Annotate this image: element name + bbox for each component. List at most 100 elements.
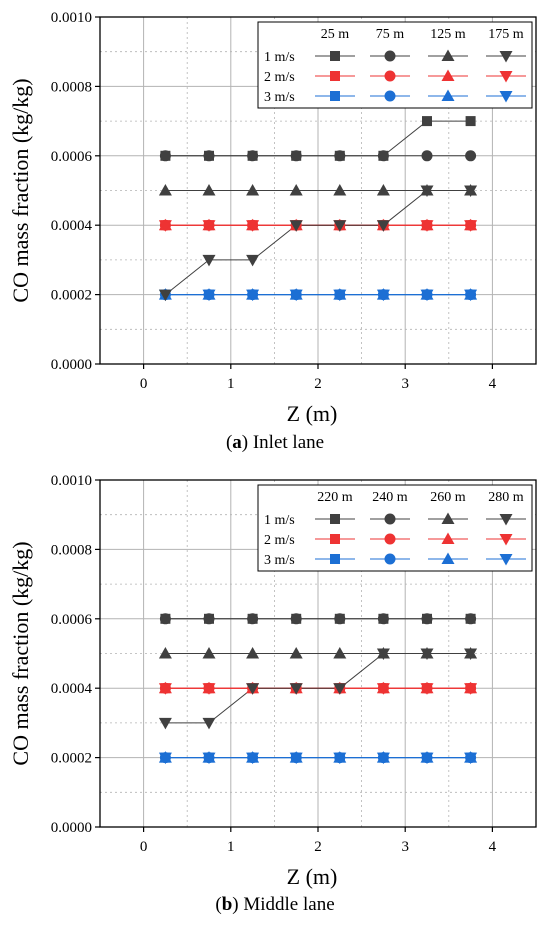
data-point — [334, 613, 346, 625]
data-point — [202, 184, 216, 196]
data-point — [376, 184, 390, 196]
legend-row-label: 1 m/s — [264, 513, 295, 528]
data-point — [202, 717, 216, 730]
x-tick-label: 3 — [401, 376, 409, 392]
data-point — [377, 150, 389, 162]
caption-a-letter: a — [232, 432, 242, 453]
data-point — [464, 289, 478, 302]
y-tick-label: 0.0002 — [51, 288, 92, 304]
caption-b-letter: b — [221, 894, 233, 915]
data-point — [333, 647, 347, 659]
legend-marker — [499, 534, 513, 546]
data-point — [158, 752, 172, 765]
legend: 25 m 75 m 125 m 175 m 1 m/s 2 m/s 3 m/s — [257, 21, 533, 109]
data-point — [289, 220, 303, 232]
data-point — [420, 220, 434, 232]
data-point — [246, 683, 260, 695]
legend-column-label: 280 m — [488, 490, 524, 505]
legend-marker — [384, 50, 396, 62]
data-point — [376, 752, 390, 765]
x-axis-label: Z (m) — [287, 401, 338, 426]
data-point — [464, 185, 478, 197]
legend-column-label: 25 m — [321, 27, 350, 42]
x-tick-label: 2 — [314, 376, 322, 392]
data-point — [247, 613, 259, 625]
x-tick-label: 4 — [489, 376, 497, 392]
data-point — [464, 648, 478, 660]
data-point — [202, 647, 216, 659]
legend-marker — [330, 514, 340, 524]
data-point — [376, 289, 390, 302]
data-point — [289, 184, 303, 196]
legend-box — [257, 21, 533, 109]
data-point — [333, 220, 347, 232]
caption-b: (b) Middle lane — [215, 894, 335, 915]
data-point — [464, 752, 478, 765]
legend-marker — [499, 514, 513, 526]
y-tick-label: 0.0002 — [51, 751, 92, 767]
legend-marker — [499, 554, 513, 566]
y-tick-label: 0.0006 — [51, 612, 93, 628]
y-tick-label: 0.0010 — [51, 473, 92, 489]
data-point — [289, 683, 303, 695]
series-group — [158, 613, 478, 765]
x-tick-label: 2 — [314, 839, 322, 855]
data-point — [420, 683, 434, 695]
legend-marker — [499, 91, 513, 103]
legend-row-label: 2 m/s — [264, 70, 295, 85]
data-point — [246, 220, 260, 232]
y-tick-label: 0.0006 — [51, 149, 93, 165]
legend-column-label: 220 m — [317, 490, 353, 505]
legend-marker — [441, 89, 455, 101]
data-point — [465, 613, 477, 625]
data-point — [202, 752, 216, 765]
data-point — [420, 648, 434, 660]
data-point — [290, 150, 302, 162]
plot-frame — [99, 479, 537, 828]
x-axis-label: Z (m) — [287, 864, 338, 889]
series-line — [165, 190, 471, 295]
data-point — [289, 752, 303, 765]
x-tick-label: 3 — [401, 839, 409, 855]
data-point — [246, 289, 260, 302]
data-point — [158, 184, 172, 196]
data-point — [202, 289, 216, 302]
data-point — [421, 613, 433, 625]
legend-marker — [384, 533, 396, 545]
y-tick-label: 0.0004 — [51, 681, 93, 697]
plot-frame — [99, 16, 537, 365]
x-tick-label: 0 — [140, 839, 148, 855]
data-point — [420, 752, 434, 765]
data-point — [289, 647, 303, 659]
legend-marker — [441, 49, 455, 61]
data-point — [158, 289, 172, 302]
data-point — [464, 683, 478, 695]
chart-inlet-lane: 0 1 2 3 4 0.0000 0.0002 0.0004 0.0006 0.0008 0.001… — [8, 10, 537, 426]
legend-marker — [330, 71, 340, 81]
data-point — [158, 717, 172, 730]
caption-b-text: Middle lane — [243, 894, 335, 915]
y-tick-label: 0.0008 — [51, 79, 92, 95]
data-point — [247, 150, 259, 162]
y-tick-label: 0.0010 — [51, 10, 92, 26]
data-point — [246, 752, 260, 765]
data-point — [377, 613, 389, 625]
legend: 220 m 240 m 260 m 280 m 1 m/s 2 m/s 3 m/s — [257, 484, 533, 572]
legend-box — [257, 484, 533, 572]
data-point — [464, 220, 478, 232]
chart-panel-a: 0 1 2 3 4 0.0000 0.0002 0.0004 0.0006 0.0008 0.001… — [8, 10, 537, 453]
data-point — [203, 150, 215, 162]
data-point — [246, 647, 260, 659]
data-point — [158, 220, 172, 232]
data-point — [333, 683, 347, 695]
data-point — [246, 254, 260, 267]
legend-marker — [441, 69, 455, 81]
data-point — [420, 185, 434, 197]
data-point — [159, 613, 171, 625]
legend-row-label: 1 m/s — [264, 50, 295, 65]
data-point — [158, 683, 172, 695]
legend-marker — [330, 91, 340, 101]
legend-column-label: 260 m — [430, 490, 466, 505]
y-tick-label: 0.0000 — [51, 820, 92, 836]
data-point — [333, 752, 347, 765]
